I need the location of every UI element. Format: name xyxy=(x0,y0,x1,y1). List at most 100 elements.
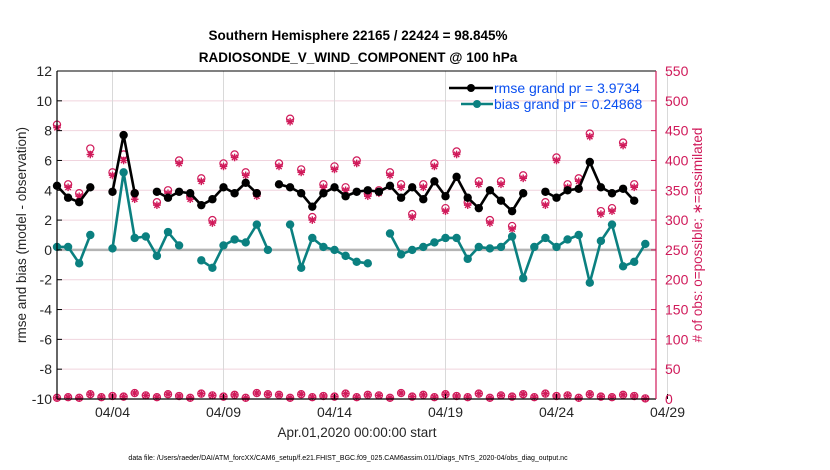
chart-title-line1: Southern Hemisphere 22165 / 22424 = 98.8… xyxy=(208,28,507,43)
y-axis-label-right: # of obs: o=possible; ∗=assimilated xyxy=(690,128,705,343)
obs-assimilated-marker xyxy=(197,177,206,186)
bias-point xyxy=(463,254,472,264)
bias-point xyxy=(552,242,561,252)
rmse-point xyxy=(552,193,561,202)
obs-assimilated-marker xyxy=(419,183,428,192)
bias-point xyxy=(163,227,173,237)
rmse-point xyxy=(208,195,217,204)
bias-point xyxy=(230,235,239,244)
bias-point xyxy=(430,238,439,247)
obs-assimilated-marker-offtime xyxy=(230,391,239,399)
obs-assimilated-marker xyxy=(541,201,550,209)
rmse-point xyxy=(152,187,162,196)
legend-bias-marker xyxy=(473,100,481,108)
x-tick-label: 04/29 xyxy=(650,404,685,420)
obs-assimilated-marker-offtime xyxy=(475,389,483,398)
rmse-point xyxy=(463,193,472,202)
rmse-point xyxy=(507,206,517,216)
y-tick-label-right: 350 xyxy=(665,182,689,198)
bias-point xyxy=(396,250,406,259)
bias-point xyxy=(174,241,184,250)
rmse-point xyxy=(374,187,384,196)
rmse-point xyxy=(408,183,417,192)
y-tick-label-right: 500 xyxy=(665,93,689,109)
rmse-point xyxy=(330,183,339,192)
obs-assimilated-marker-offtime xyxy=(419,391,428,399)
obs-assimilated-marker xyxy=(630,183,638,192)
obs-assimilated-marker-offtime xyxy=(286,394,294,402)
y-tick-label-right: 0 xyxy=(665,391,673,407)
bias-point xyxy=(563,235,572,244)
legend-rmse-label: rmse grand pr = 3.9734 xyxy=(494,80,640,96)
bias-point xyxy=(441,233,450,243)
obs-assimilated-marker-offtime xyxy=(386,394,394,402)
y-axis-label-left: rmse and bias (model - observation) xyxy=(14,127,29,343)
obs-assimilated-marker xyxy=(486,219,494,227)
x-tick-label: 04/24 xyxy=(539,404,574,420)
obs-assimilated-marker xyxy=(330,165,339,174)
axes xyxy=(56,70,668,400)
obs-assimilated-marker xyxy=(608,207,616,215)
rmse-point xyxy=(618,184,628,193)
obs-assimilated-marker-offtime xyxy=(619,391,627,399)
bias-point xyxy=(474,242,483,252)
y-tick-label-right: 100 xyxy=(665,331,689,347)
bias-point xyxy=(108,244,117,253)
rmse-point xyxy=(197,200,206,210)
rmse-point xyxy=(363,186,372,195)
bias-point xyxy=(530,242,539,252)
obs-assimilated-marker xyxy=(386,171,394,180)
bias-point xyxy=(408,245,417,255)
y-tick-label-right: 300 xyxy=(665,212,689,228)
bias-point xyxy=(208,263,217,272)
y-tick-label-right: 50 xyxy=(665,361,681,377)
bias-point xyxy=(519,274,528,283)
obs-assimilated-marker-offtime xyxy=(308,393,317,402)
bias-point xyxy=(341,251,350,261)
rmse-point xyxy=(630,196,639,205)
bias-line xyxy=(57,234,92,265)
y-tick-label-left: -10 xyxy=(32,391,52,407)
y-tick-label-left: 8 xyxy=(44,123,52,139)
bias-point xyxy=(352,257,361,267)
obs-assimilated-marker xyxy=(286,117,294,126)
rmse-point xyxy=(419,195,428,204)
x-tick-label: 04/19 xyxy=(428,404,463,420)
x-axis-label: Apr.01,2020 00:00:00 start xyxy=(277,425,436,440)
obs-assimilated-marker-offtime xyxy=(563,391,572,400)
obs-assimilated-marker xyxy=(552,156,561,165)
bias-point xyxy=(641,239,650,249)
rmse-point xyxy=(75,198,84,207)
data-file-footer: data file: /Users/raeder/DAI/ATM_forcXX/… xyxy=(128,455,568,462)
obs-assimilated-marker-offtime xyxy=(608,393,616,402)
bias-point xyxy=(63,242,73,252)
bias-point xyxy=(330,245,339,255)
obs-assimilated-marker-offtime xyxy=(430,393,439,402)
obs-assimilated-marker-offtime xyxy=(153,393,161,402)
series-lines xyxy=(52,130,650,287)
obs-assimilated-marker-offtime xyxy=(86,390,95,399)
bias-point xyxy=(630,257,639,267)
bias-point xyxy=(130,233,139,243)
obs-assimilated-marker xyxy=(308,216,317,224)
rmse-point xyxy=(163,193,173,202)
bias-point xyxy=(308,233,317,243)
obs-assimilated-marker-offtime xyxy=(486,394,494,402)
chart-title-line2: RADIOSONDE_V_WIND_COMPONENT @ 100 hPa xyxy=(199,50,518,65)
rmse-point xyxy=(574,184,583,193)
y-tick-label-left: -8 xyxy=(40,361,53,377)
y-tick-label-left: 2 xyxy=(44,212,52,228)
legend-bias-label: bias grand pr = 0.24868 xyxy=(494,96,642,112)
bias-point xyxy=(507,232,517,241)
obs-assimilated-marker-offtime xyxy=(574,394,583,402)
y-tick-label-left: 6 xyxy=(44,152,52,168)
obs-assimilated-marker xyxy=(153,201,161,209)
obs-assimilated-marker-offtime xyxy=(497,391,505,400)
rmse-point xyxy=(219,183,228,192)
bias-point xyxy=(241,238,250,247)
obs-assimilated-marker-offtime xyxy=(253,389,261,397)
obs-assimilated-marker xyxy=(175,159,183,168)
bias-point xyxy=(285,220,295,229)
obs-assimilated-marker-offtime xyxy=(275,391,283,399)
y-tick-label-left: -6 xyxy=(40,331,53,347)
